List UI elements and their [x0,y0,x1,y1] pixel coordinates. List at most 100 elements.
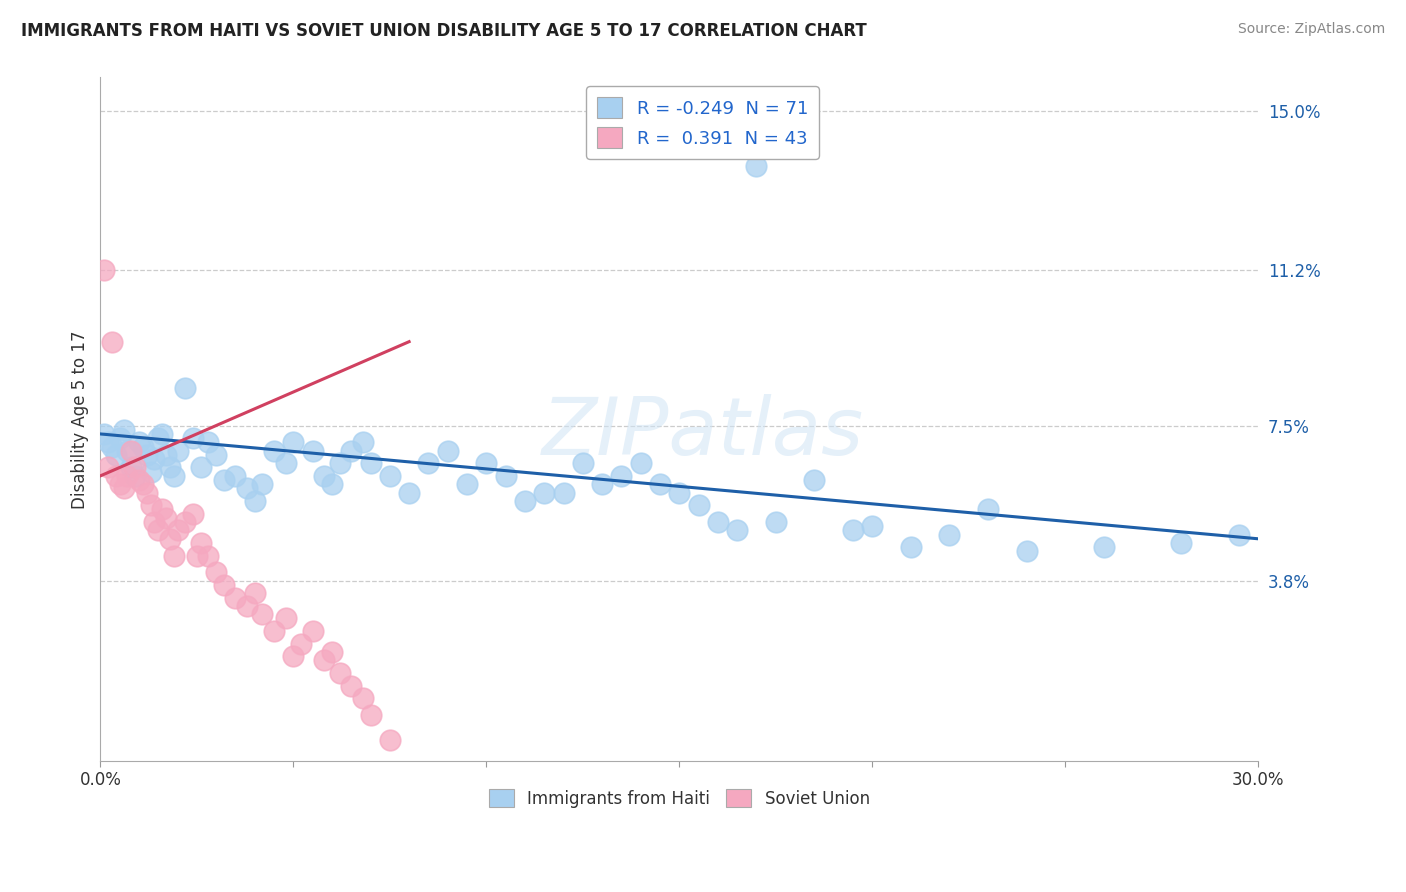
Point [329,665,352,680]
Point [205,566,228,580]
Point [236,482,259,496]
Point [243,586,266,600]
Legend: Immigrants from Haiti, Soviet Union: Immigrants from Haiti, Soviet Union [482,783,876,814]
Point [93,426,115,441]
Point [495,468,517,483]
Point [155,448,177,462]
Point [1227,527,1250,541]
Point [139,498,162,512]
Point [1170,536,1192,550]
Point [378,733,401,747]
Point [117,468,139,483]
Text: IMMIGRANTS FROM HAITI VS SOVIET UNION DISABILITY AGE 5 TO 17 CORRELATION CHART: IMMIGRANTS FROM HAITI VS SOVIET UNION DI… [21,22,868,40]
Point [128,473,150,487]
Point [101,334,124,349]
Point [340,443,363,458]
Point [263,443,285,458]
Point [513,494,536,508]
Point [301,443,323,458]
Point [190,460,212,475]
Point [148,524,170,538]
Point [120,443,142,458]
Point [212,473,235,487]
Point [668,485,690,500]
Point [329,456,352,470]
Point [725,524,748,538]
Point [301,624,323,638]
Point [104,448,127,462]
Y-axis label: Disability Age 5 to 17: Disability Age 5 to 17 [72,330,89,508]
Point [263,624,285,638]
Point [101,440,124,454]
Point [842,524,865,538]
Point [274,456,297,470]
Point [163,468,186,483]
Point [314,468,336,483]
Point [97,460,120,475]
Point [418,456,440,470]
Point [166,443,188,458]
Point [314,653,336,667]
Point [290,637,312,651]
Point [120,460,142,475]
Point [205,448,228,462]
Point [132,440,155,454]
Point [360,456,382,470]
Point [860,519,883,533]
Point [1092,540,1115,554]
Point [803,473,825,487]
Point [135,448,157,462]
Point [117,443,139,458]
Point [150,426,173,441]
Point [124,468,146,483]
Point [97,435,120,450]
Point [765,515,787,529]
Point [212,578,235,592]
Point [398,485,420,500]
Point [283,649,305,664]
Point [648,477,671,491]
Point [243,494,266,508]
Point [340,679,363,693]
Point [159,532,181,546]
Point [174,515,197,529]
Point [132,477,155,491]
Point [321,645,343,659]
Text: Source: ZipAtlas.com: Source: ZipAtlas.com [1237,22,1385,37]
Point [591,477,613,491]
Point [436,443,458,458]
Point [236,599,259,613]
Point [155,511,177,525]
Point [112,482,135,496]
Point [224,468,246,483]
Point [197,549,219,563]
Point [977,502,1000,516]
Point [143,515,166,529]
Point [163,549,186,563]
Point [688,498,710,512]
Point [128,435,150,450]
Point [186,549,208,563]
Point [190,536,212,550]
Point [900,540,922,554]
Point [283,435,305,450]
Point [1015,544,1038,558]
Point [553,485,575,500]
Point [143,452,166,467]
Point [108,431,131,445]
Point [572,456,595,470]
Point [181,507,204,521]
Point [174,381,197,395]
Point [745,159,768,173]
Point [938,527,960,541]
Point [197,435,219,450]
Point [321,477,343,491]
Point [360,708,382,723]
Point [135,485,157,500]
Text: ZIPatlas: ZIPatlas [541,394,863,472]
Point [533,485,555,500]
Point [707,515,730,529]
Point [166,524,188,538]
Point [252,477,274,491]
Point [274,611,297,625]
